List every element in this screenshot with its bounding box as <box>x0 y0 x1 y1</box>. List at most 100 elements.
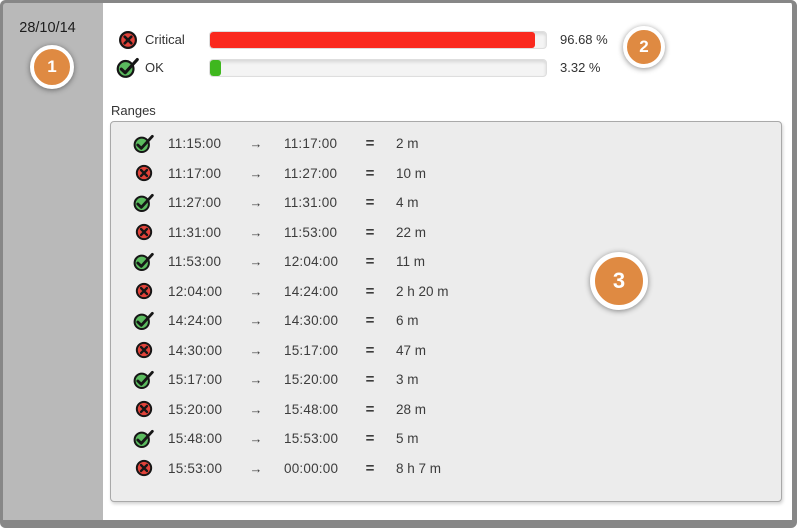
status-summary-row: Critical 96.68 % <box>117 26 608 53</box>
ok-status-icon <box>133 311 154 330</box>
range-row: 11:15:00 → 11:17:00 = 2 m <box>111 129 781 159</box>
range-duration: 47 m <box>396 342 427 358</box>
main-panel: Critical 96.68 % OK 3.32 % Ranges 11:15:… <box>103 0 797 528</box>
range-duration: 6 m <box>396 313 419 329</box>
status-summary: Critical 96.68 % OK 3.32 % <box>116 26 608 82</box>
range-start-time: 14:30:00 <box>168 342 223 358</box>
critical-status-icon <box>135 342 153 359</box>
range-row: 14:30:00 → 15:17:00 = 47 m <box>111 336 781 366</box>
equals-sign: = <box>365 371 375 389</box>
ok-status-icon <box>116 57 139 78</box>
range-duration: 8 h 7 m <box>396 460 442 476</box>
ok-status-icon <box>133 429 154 448</box>
range-row: 12:04:00 → 14:24:00 = 2 h 20 m <box>111 277 781 307</box>
ranges-title: Ranges <box>111 103 156 118</box>
range-duration: 11 m <box>396 254 426 270</box>
equals-sign: = <box>365 430 375 448</box>
range-end-time: 14:30:00 <box>284 313 339 329</box>
arrow-right-icon: → <box>249 195 263 211</box>
percentage-value: 96.68 % <box>560 32 608 47</box>
critical-status-icon <box>135 460 153 477</box>
range-end-time: 15:20:00 <box>284 372 339 388</box>
ok-status-icon <box>133 252 154 271</box>
equals-sign: = <box>365 400 375 418</box>
arrow-right-icon: → <box>249 431 263 447</box>
percentage-bar-fill <box>210 31 535 48</box>
equals-sign: = <box>365 459 375 477</box>
range-start-time: 11:17:00 <box>168 165 222 181</box>
critical-status-icon <box>135 165 153 182</box>
range-row: 15:17:00 → 15:20:00 = 3 m <box>111 365 781 395</box>
range-duration: 4 m <box>396 195 419 211</box>
percentage-bar-fill <box>210 59 222 76</box>
range-duration: 2 m <box>396 136 419 152</box>
range-row: 11:27:00 → 11:31:00 = 4 m <box>111 188 781 218</box>
callout-badge-1: 1 <box>30 45 74 89</box>
range-end-time: 11:17:00 <box>284 136 338 152</box>
range-duration: 28 m <box>396 401 427 417</box>
range-row: 11:17:00 → 11:27:00 = 10 m <box>111 159 781 189</box>
range-row: 15:53:00 → 00:00:00 = 8 h 7 m <box>111 454 781 484</box>
equals-sign: = <box>365 312 375 330</box>
equals-sign: = <box>365 135 375 153</box>
status-label: OK <box>145 60 164 75</box>
arrow-right-icon: → <box>249 313 263 329</box>
range-duration: 5 m <box>396 431 419 447</box>
range-end-time: 11:53:00 <box>284 224 338 240</box>
arrow-right-icon: → <box>249 342 263 358</box>
ok-status-icon <box>133 134 154 153</box>
range-start-time: 14:24:00 <box>168 313 223 329</box>
range-row: 14:24:00 → 14:30:00 = 6 m <box>111 306 781 336</box>
range-start-time: 11:31:00 <box>168 224 222 240</box>
status-label: Critical <box>145 32 185 47</box>
arrow-right-icon: → <box>249 136 263 152</box>
range-end-time: 15:17:00 <box>284 342 339 358</box>
equals-sign: = <box>365 223 375 241</box>
equals-sign: = <box>365 194 375 212</box>
arrow-right-icon: → <box>249 372 263 388</box>
range-start-time: 15:53:00 <box>168 460 223 476</box>
arrow-right-icon: → <box>249 460 263 476</box>
ranges-panel: 11:15:00 → 11:17:00 = 2 m 11:17:00 → 11:… <box>110 121 782 502</box>
critical-status-icon <box>135 401 153 418</box>
range-start-time: 15:17:00 <box>168 372 223 388</box>
range-row: 15:20:00 → 15:48:00 = 28 m <box>111 395 781 425</box>
arrow-right-icon: → <box>249 283 263 299</box>
status-summary-row: OK 3.32 % <box>116 54 608 81</box>
range-start-time: 11:53:00 <box>168 254 222 270</box>
range-end-time: 11:27:00 <box>284 165 338 181</box>
callout-badge-2: 2 <box>623 26 665 68</box>
range-end-time: 15:53:00 <box>284 431 339 447</box>
percentage-value: 3.32 % <box>560 60 601 75</box>
arrow-right-icon: → <box>249 165 263 181</box>
equals-sign: = <box>365 341 375 359</box>
range-duration: 2 h 20 m <box>396 283 449 299</box>
callout-badge-3: 3 <box>590 252 648 310</box>
range-row: 11:31:00 → 11:53:00 = 22 m <box>111 218 781 248</box>
range-row: 11:53:00 → 12:04:00 = 11 m <box>111 247 781 277</box>
range-duration: 10 m <box>396 165 427 181</box>
range-start-time: 11:15:00 <box>168 136 222 152</box>
range-row: 15:48:00 → 15:53:00 = 5 m <box>111 424 781 454</box>
range-start-time: 15:48:00 <box>168 431 223 447</box>
range-end-time: 15:48:00 <box>284 401 339 417</box>
range-end-time: 00:00:00 <box>284 460 339 476</box>
range-duration: 22 m <box>396 224 427 240</box>
arrow-right-icon: → <box>249 224 263 240</box>
percentage-bar <box>209 58 547 77</box>
arrow-right-icon: → <box>249 254 263 270</box>
range-end-time: 11:31:00 <box>284 195 338 211</box>
range-start-time: 12:04:00 <box>168 283 223 299</box>
range-end-time: 14:24:00 <box>284 283 339 299</box>
date-label: 28/10/14 <box>19 20 76 36</box>
equals-sign: = <box>365 253 375 271</box>
percentage-bar <box>209 30 547 49</box>
equals-sign: = <box>365 164 375 182</box>
ok-status-icon <box>133 370 154 389</box>
range-start-time: 15:20:00 <box>168 401 223 417</box>
equals-sign: = <box>365 282 375 300</box>
arrow-right-icon: → <box>249 401 263 417</box>
range-start-time: 11:27:00 <box>168 195 222 211</box>
range-end-time: 12:04:00 <box>284 254 339 270</box>
